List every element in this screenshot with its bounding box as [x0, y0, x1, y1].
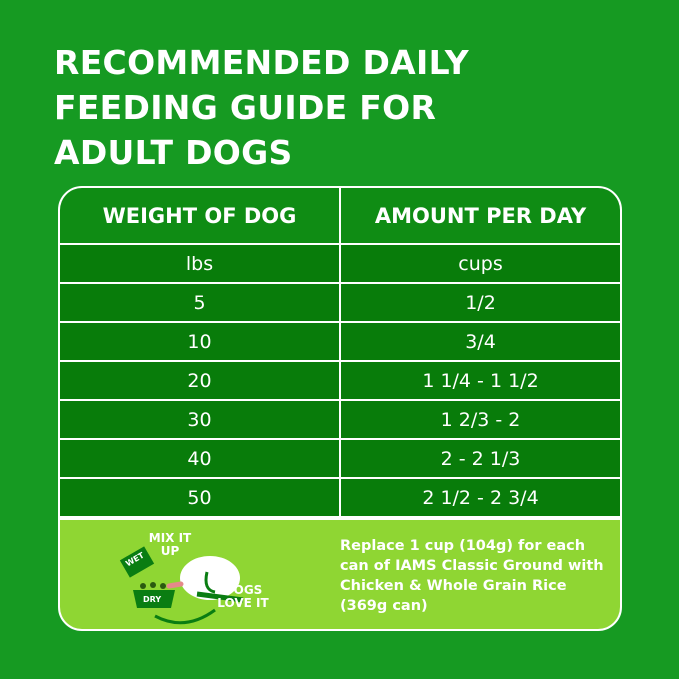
mix-it-up-label: MIX IT UP [148, 531, 192, 558]
weight-cell: 5 [60, 284, 339, 321]
page-title: RECOMMENDED DAILY FEEDING GUIDE FOR ADUL… [54, 40, 469, 175]
table-row: 20 1 1/4 - 1 1/2 [60, 362, 620, 399]
weight-cell: 20 [60, 362, 339, 399]
header-amount: AMOUNT PER DAY [341, 188, 620, 243]
mix-panel: WET DRY MIX IT UP DOGS LOVE IT Replace 1… [60, 520, 620, 629]
amount-cell: 1 1/4 - 1 1/2 [341, 362, 620, 399]
arrow-icon [154, 608, 216, 625]
wet-food-can-icon [119, 546, 155, 578]
table-row: 50 2 1/2 - 2 3/4 [60, 479, 620, 516]
weight-cell: 30 [60, 401, 339, 438]
title-line: RECOMMENDED DAILY [54, 43, 469, 82]
weight-cell: 10 [60, 323, 339, 360]
mix-it-up-illustration-icon [119, 546, 244, 625]
table-row: 10 3/4 [60, 323, 620, 360]
dog-head-icon [166, 556, 244, 603]
amount-cell: 1 2/3 - 2 [341, 401, 620, 438]
weight-cell: 40 [60, 440, 339, 477]
dry-food-bowl-icon [133, 582, 175, 608]
units-row: lbs cups [60, 245, 620, 282]
title-line: FEEDING GUIDE FOR [54, 88, 437, 127]
unit-weight: lbs [60, 245, 339, 282]
table-row: 40 2 - 2 1/3 [60, 440, 620, 477]
dogs-love-it-label: DOGS LOVE IT [217, 583, 269, 610]
table-row: 5 1/2 [60, 284, 620, 321]
amount-cell: 1/2 [341, 284, 620, 321]
dry-label: DRY [143, 595, 162, 604]
replacement-note: Replace 1 cup (104g) for each can of IAM… [340, 538, 604, 614]
amount-cell: 2 - 2 1/3 [341, 440, 620, 477]
unit-amount: cups [341, 245, 620, 282]
amount-cell: 2 1/2 - 2 3/4 [341, 479, 620, 516]
amount-cell: 3/4 [341, 323, 620, 360]
header-weight: WEIGHT OF DOG [60, 188, 339, 243]
weight-cell: 50 [60, 479, 339, 516]
table-header-row: WEIGHT OF DOG AMOUNT PER DAY [60, 188, 620, 243]
table-row: 30 1 2/3 - 2 [60, 401, 620, 438]
title-line: ADULT DOGS [54, 133, 293, 172]
